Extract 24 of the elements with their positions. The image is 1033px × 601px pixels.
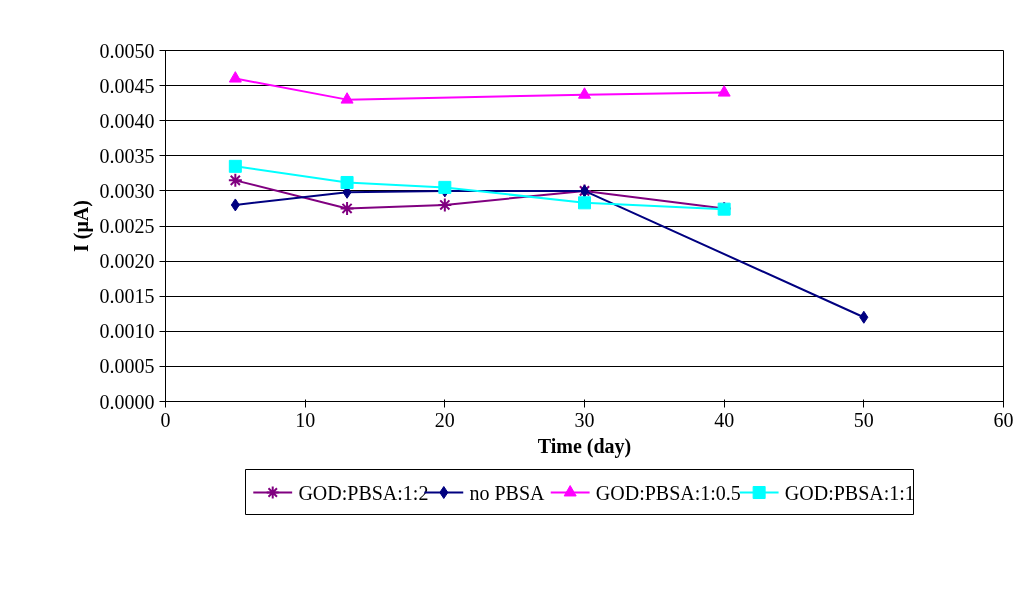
y-tick-label: 0.0025: [99, 215, 155, 237]
x-tick-label: 30: [574, 408, 595, 431]
y-tick-label: 0.0000: [99, 390, 155, 413]
y-tick-label: 0.0030: [99, 179, 155, 202]
y-axis-title: I (μA): [69, 200, 93, 252]
legend-label: GOD:PBSA:1:2: [298, 481, 429, 504]
y-tick-label: 0.0035: [99, 144, 155, 167]
x-tick-label: 0: [160, 408, 171, 431]
y-tick-label: 0.0045: [99, 74, 155, 97]
x-tick-label: 60: [993, 408, 1014, 431]
legend-label: GOD:PBSA:1:1: [784, 481, 915, 504]
y-tick-label: 0.0040: [99, 109, 155, 132]
y-tick-label: 0.0005: [99, 355, 155, 378]
y-tick-label: 0.0010: [99, 320, 155, 343]
legend-label: no PBSA: [469, 481, 546, 504]
x-axis-title: Time (day): [537, 434, 632, 458]
y-tick-label: 0.0020: [99, 250, 155, 273]
x-tick-label: 50: [853, 408, 874, 431]
x-tick-label: 40: [714, 408, 735, 431]
y-tick-label: 0.0015: [99, 285, 155, 308]
legend-label: GOD:PBSA:1:0.5: [595, 481, 741, 504]
x-tick-label: 20: [434, 408, 455, 431]
x-tick-label: 10: [295, 408, 316, 431]
y-tick-label: 0.0050: [99, 39, 155, 62]
